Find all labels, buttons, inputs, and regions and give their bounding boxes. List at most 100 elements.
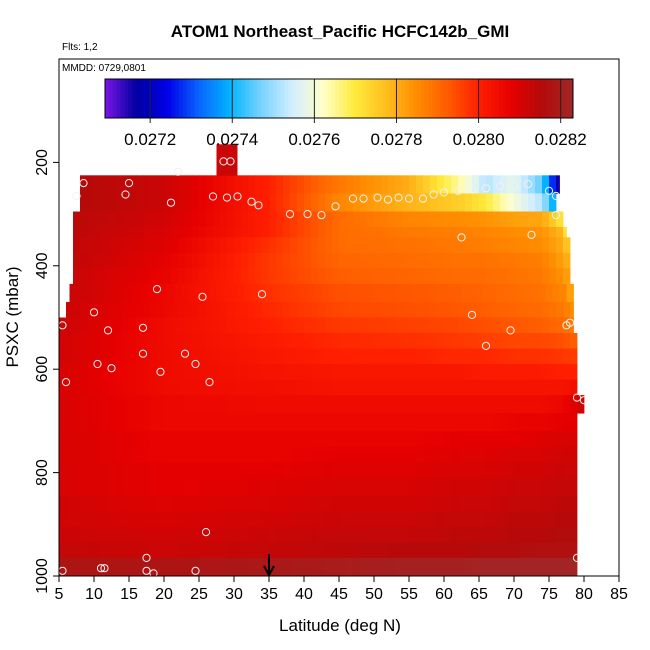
heatmap-cell: [304, 333, 312, 349]
heatmap-cell: [220, 364, 228, 380]
heatmap-cell: [290, 333, 298, 349]
heatmap-cell: [374, 431, 382, 448]
heatmap-cell: [262, 193, 270, 212]
heatmap-cell: [360, 252, 368, 269]
heatmap-cell: [500, 557, 508, 577]
heatmap-cell: [353, 348, 361, 365]
heatmap-cell: [297, 348, 305, 365]
heatmap-cell: [290, 364, 298, 380]
heatmap-cell: [192, 542, 200, 559]
heatmap-cell: [458, 495, 466, 512]
heatmap-cell: [430, 413, 438, 432]
heatmap-cell: [332, 237, 340, 254]
heatmap-cell: [353, 193, 361, 212]
heatmap-cell: [528, 477, 536, 497]
colorbar-swatch: [323, 79, 328, 118]
heatmap-cell: [248, 193, 256, 212]
colorbar-swatch: [194, 79, 200, 118]
heatmap-cell: [192, 413, 200, 432]
heatmap-cell: [248, 495, 256, 512]
heatmap-cell: [227, 193, 235, 212]
colorbar-swatch: [120, 79, 125, 118]
heatmap-cell: [283, 227, 291, 238]
heatmap-cell: [500, 542, 508, 559]
heatmap-cell: [402, 268, 410, 285]
heatmap-cell: [563, 395, 571, 414]
heatmap-cell: [353, 227, 361, 238]
heatmap-cell: [122, 542, 130, 559]
heatmap-cell: [164, 542, 172, 559]
heatmap-cell: [430, 511, 438, 528]
heatmap-cell: [185, 542, 193, 559]
heatmap-cell: [528, 301, 536, 318]
heatmap-cell: [115, 511, 123, 528]
heatmap-cell: [157, 462, 165, 479]
heatmap-cell: [360, 364, 368, 380]
heatmap-cell: [381, 495, 389, 512]
heatmap-cell: [409, 557, 417, 577]
heatmap-cell: [122, 301, 130, 318]
heatmap-cell: [234, 348, 242, 365]
heatmap-cell: [416, 395, 424, 414]
heatmap-cell: [479, 252, 487, 269]
heatmap-cell: [423, 413, 431, 432]
heatmap-cell: [472, 557, 480, 577]
heatmap-cell: [437, 395, 445, 414]
heatmap-cell: [444, 175, 452, 194]
observation-point: [79, 179, 88, 188]
heatmap-cell: [388, 395, 396, 414]
colorbar-swatch: [522, 79, 527, 118]
heatmap-cell: [416, 211, 424, 228]
heatmap-cell: [206, 193, 214, 212]
heatmap-cell: [248, 252, 256, 269]
heatmap-cell: [325, 193, 333, 212]
heatmap-cell: [108, 462, 116, 479]
heatmap-cell: [521, 542, 529, 559]
observation-point: [149, 569, 158, 578]
heatmap-cell: [80, 317, 88, 334]
heatmap-cell: [367, 413, 375, 432]
heatmap-cell: [59, 395, 67, 414]
heatmap-cell: [472, 227, 480, 238]
heatmap-cell: [388, 526, 396, 543]
heatmap-cell: [143, 526, 151, 543]
heatmap-cell: [220, 211, 228, 228]
heatmap-cell: [143, 227, 151, 238]
heatmap-cell: [227, 333, 235, 349]
heatmap-cell: [360, 446, 368, 463]
heatmap-cell: [542, 542, 550, 559]
heatmap-cell: [304, 364, 312, 380]
y-tick-label: 600: [34, 356, 51, 383]
heatmap-cell: [458, 526, 466, 543]
heatmap-cell: [395, 557, 403, 577]
heatmap-cell: [409, 227, 417, 238]
heatmap-cell: [276, 333, 284, 349]
heatmap-cell: [325, 252, 333, 269]
heatmap-cell: [332, 495, 340, 512]
heatmap-cell: [227, 462, 235, 479]
heatmap-cell: [108, 193, 116, 212]
observation-point: [180, 349, 190, 358]
heatmap-cell: [514, 511, 522, 528]
heatmap-cell: [507, 211, 515, 228]
heatmap-cell: [87, 557, 95, 577]
heatmap-cell: [325, 237, 333, 254]
heatmap-cell: [419, 283, 427, 303]
heatmap-cell: [192, 395, 200, 414]
x-tick-label: 25: [190, 586, 208, 603]
heatmap-cell: [486, 557, 494, 577]
heatmap-cell: [129, 301, 137, 318]
heatmap-cell: [465, 175, 473, 194]
heatmap-cell: [521, 301, 529, 318]
heatmap-cell: [437, 193, 445, 212]
heatmap-cell: [486, 237, 494, 254]
heatmap-cell: [479, 511, 487, 528]
heatmap-cell: [402, 333, 410, 349]
heatmap-cell: [178, 413, 186, 432]
heatmap-cell: [157, 431, 165, 448]
heatmap-cell: [479, 364, 487, 380]
heatmap-cell: [104, 283, 112, 303]
heatmap-cell: [241, 268, 249, 285]
heatmap-cell: [493, 511, 501, 528]
heatmap-cell: [430, 211, 438, 228]
